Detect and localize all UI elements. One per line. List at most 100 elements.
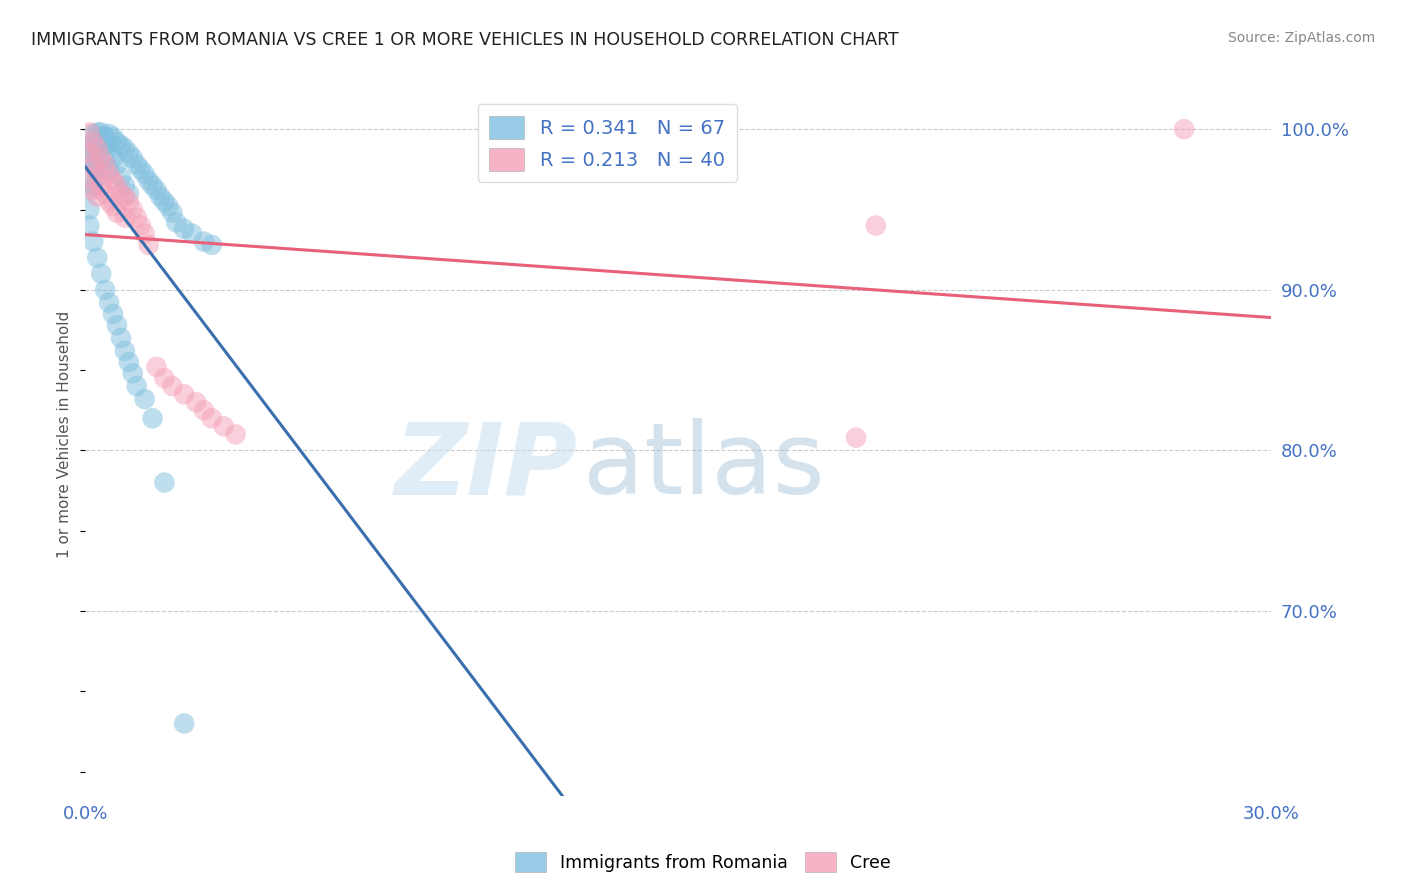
Point [153,475,176,490]
Point [98,127,121,141]
Text: ZIP: ZIP [395,418,578,516]
Text: IMMIGRANTS FROM ROMANIA VS CREE 1 OR MORE VEHICLES IN HOUSEHOLD CORRELATION CHAR: IMMIGRANTS FROM ROMANIA VS CREE 1 OR MOR… [31,31,898,49]
Point [79,219,101,233]
Point [90,132,112,146]
Text: Source: ZipAtlas.com: Source: ZipAtlas.com [1227,31,1375,45]
Point [129,162,152,177]
Point [173,716,195,731]
Point [82,157,104,171]
Point [142,178,165,193]
Point [94,128,117,143]
Point [90,125,112,139]
Text: atlas: atlas [583,418,825,516]
Point [114,343,136,358]
Point [129,219,152,233]
Point [82,135,104,149]
Point [94,138,117,153]
Point [153,194,176,209]
Point [90,178,112,193]
Point [101,130,124,145]
Point [121,151,143,165]
Legend: Immigrants from Romania, Cree: Immigrants from Romania, Cree [508,845,898,879]
Point [157,199,180,213]
Point [79,154,101,169]
Point [90,267,112,281]
Point [90,167,112,181]
Legend: R = 0.341   N = 67, R = 0.213   N = 40: R = 0.341 N = 67, R = 0.213 N = 40 [478,104,737,182]
Point [118,355,141,369]
Point [110,138,132,153]
Point [98,138,121,153]
Point [125,211,148,225]
Point [94,157,117,171]
Point [79,162,101,177]
Point [153,371,176,385]
Point [142,411,165,425]
Point [125,157,148,171]
Point [86,125,108,139]
Point [86,146,108,161]
Point [98,162,121,177]
Point [101,151,124,165]
Point [101,173,124,187]
Point [162,205,184,219]
Point [110,331,132,345]
Point [173,387,195,401]
Point [149,189,172,203]
Point [118,186,141,201]
Point [90,141,112,155]
Point [86,251,108,265]
Point [145,359,167,374]
Point [201,411,224,425]
Point [98,194,121,209]
Point [114,189,136,203]
Point [118,194,141,209]
Point [79,202,101,217]
Point [82,178,104,193]
Point [82,146,104,161]
Point [79,138,101,153]
Point [94,151,117,165]
Point [94,186,117,201]
Point [145,183,167,197]
Point [121,367,143,381]
Point [79,183,101,197]
Point [79,170,101,185]
Point [114,178,136,193]
Point [86,167,108,181]
Point [105,205,128,219]
Point [82,235,104,249]
Point [90,151,112,165]
Point [82,138,104,153]
Point [98,295,121,310]
Point [82,127,104,141]
Point [134,392,156,406]
Point [86,141,108,155]
Point [114,141,136,155]
Point [212,419,235,434]
Point [138,173,160,187]
Point [118,146,141,161]
Point [110,170,132,185]
Point [101,199,124,213]
Point [225,427,247,442]
Point [184,395,207,409]
Point [110,186,132,201]
Point [865,219,887,233]
Point [1173,122,1195,136]
Point [173,221,195,235]
Point [98,167,121,181]
Point [125,379,148,393]
Point [121,202,143,217]
Point [105,318,128,333]
Point [101,307,124,321]
Point [138,237,160,252]
Point [134,227,156,241]
Point [193,403,215,417]
Point [105,157,128,171]
Point [82,183,104,197]
Point [79,125,101,139]
Point [86,162,108,177]
Point [105,178,128,193]
Y-axis label: 1 or more Vehicles in Household: 1 or more Vehicles in Household [58,310,72,558]
